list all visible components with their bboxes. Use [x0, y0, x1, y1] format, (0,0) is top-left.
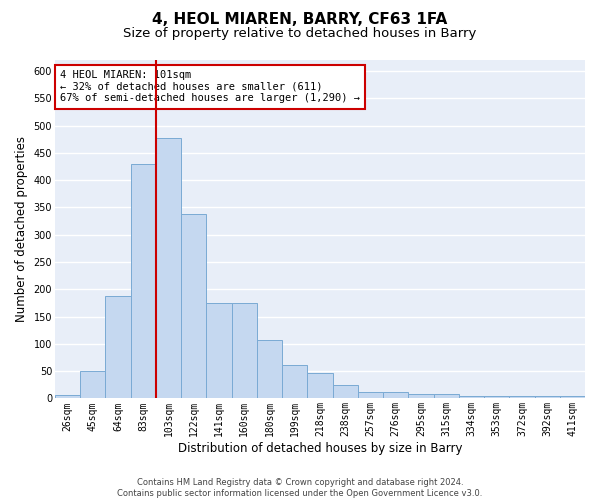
Bar — [434, 394, 459, 398]
Bar — [232, 303, 257, 398]
Bar — [106, 296, 131, 398]
Text: 4 HEOL MIAREN: 101sqm
← 32% of detached houses are smaller (611)
67% of semi-det: 4 HEOL MIAREN: 101sqm ← 32% of detached … — [60, 70, 360, 103]
Bar — [560, 396, 585, 398]
Bar — [459, 396, 484, 398]
X-axis label: Distribution of detached houses by size in Barry: Distribution of detached houses by size … — [178, 442, 462, 455]
Bar — [181, 214, 206, 398]
Bar — [409, 394, 434, 398]
Bar — [257, 340, 282, 398]
Bar — [131, 164, 156, 398]
Bar — [156, 138, 181, 398]
Y-axis label: Number of detached properties: Number of detached properties — [15, 136, 28, 322]
Bar — [509, 396, 535, 398]
Bar — [358, 392, 383, 398]
Text: 4, HEOL MIAREN, BARRY, CF63 1FA: 4, HEOL MIAREN, BARRY, CF63 1FA — [152, 12, 448, 28]
Bar — [55, 394, 80, 398]
Bar — [332, 385, 358, 398]
Bar — [484, 396, 509, 398]
Text: Size of property relative to detached houses in Barry: Size of property relative to detached ho… — [124, 28, 476, 40]
Bar — [307, 374, 332, 398]
Bar — [383, 392, 409, 398]
Bar — [282, 364, 307, 398]
Text: Contains HM Land Registry data © Crown copyright and database right 2024.
Contai: Contains HM Land Registry data © Crown c… — [118, 478, 482, 498]
Bar — [535, 396, 560, 398]
Bar — [80, 370, 106, 398]
Bar — [206, 303, 232, 398]
